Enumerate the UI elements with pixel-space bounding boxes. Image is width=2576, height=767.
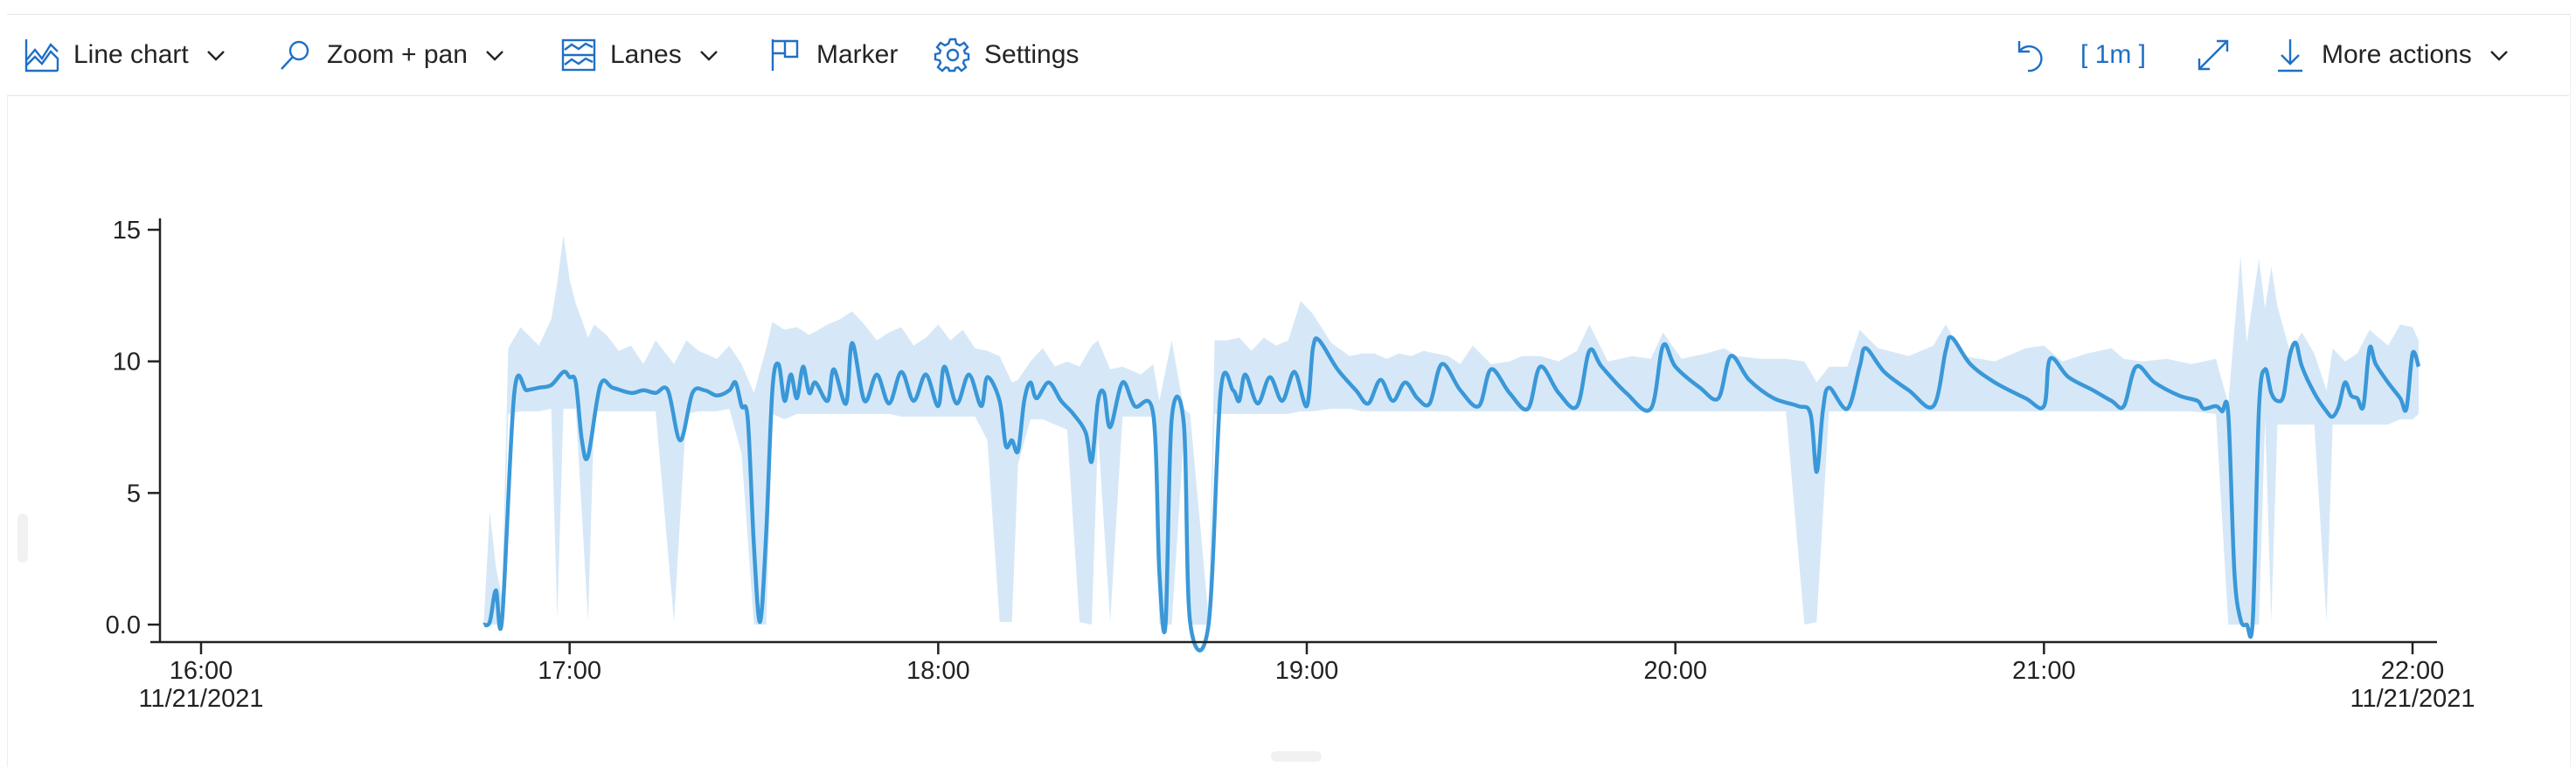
lanes-dropdown[interactable]: Lanes: [559, 15, 720, 95]
x-tick-label: 17:00: [538, 657, 601, 685]
chart-type-dropdown[interactable]: Line chart: [23, 15, 227, 95]
y-tick-label: 0.0: [106, 612, 141, 639]
more-actions-dropdown[interactable]: More actions: [2271, 15, 2510, 95]
zoom-pan-dropdown[interactable]: Zoom + pan: [276, 15, 506, 95]
lanes-icon: [559, 36, 598, 74]
x-tick-label: 22:00: [2381, 657, 2445, 685]
interval-button[interactable]: [ 1m ]: [2080, 15, 2146, 95]
x-tick-label: 20:00: [1643, 657, 1707, 685]
vertical-resize-handle[interactable]: [17, 514, 28, 563]
x-tick-label: 18:00: [906, 657, 970, 685]
settings-label: Settings: [984, 40, 1080, 69]
interval-label: [ 1m ]: [2080, 40, 2147, 69]
chevron-down-icon: [2488, 44, 2510, 66]
chevron-down-icon: [483, 44, 506, 66]
marker-button[interactable]: Marker: [766, 15, 898, 95]
x-tick-label: 16:00: [170, 657, 233, 685]
chevron-down-icon: [698, 44, 720, 66]
series-line: [483, 335, 2421, 653]
chart-panel: [7, 14, 2571, 767]
chart-type-label: Line chart: [73, 40, 189, 69]
settings-button[interactable]: Settings: [934, 15, 1079, 95]
flag-icon: [766, 36, 804, 74]
marker-label: Marker: [816, 40, 899, 69]
undo-button[interactable]: [2009, 15, 2047, 95]
line-chart-icon: [23, 36, 61, 74]
x-tick-date-label: 11/21/2021: [2350, 685, 2475, 713]
series-line-layer: [483, 335, 2421, 653]
lanes-label: Lanes: [610, 40, 682, 69]
horizontal-resize-handle[interactable]: [1271, 751, 1322, 762]
undo-icon: [2009, 36, 2047, 74]
search-icon: [276, 36, 315, 74]
more-actions-label: More actions: [2322, 40, 2472, 69]
min-max-band-layer: [483, 235, 2419, 625]
y-tick-label: 10: [113, 349, 141, 377]
x-tick-label: 19:00: [1275, 657, 1339, 685]
x-tick-label: 21:00: [2012, 657, 2076, 685]
y-tick-label: 5: [127, 480, 141, 508]
y-tick-label: 15: [113, 217, 141, 245]
x-tick-date-label: 11/21/2021: [139, 685, 264, 713]
gear-icon: [934, 36, 972, 74]
download-icon: [2271, 36, 2309, 74]
min-max-band: [483, 235, 2419, 625]
expand-button[interactable]: [2194, 15, 2232, 95]
zoom-pan-label: Zoom + pan: [327, 40, 468, 69]
expand-icon: [2194, 36, 2232, 74]
chevron-down-icon: [205, 44, 227, 66]
toolbar: Line chart Zoom + pan Lanes: [7, 15, 2569, 96]
